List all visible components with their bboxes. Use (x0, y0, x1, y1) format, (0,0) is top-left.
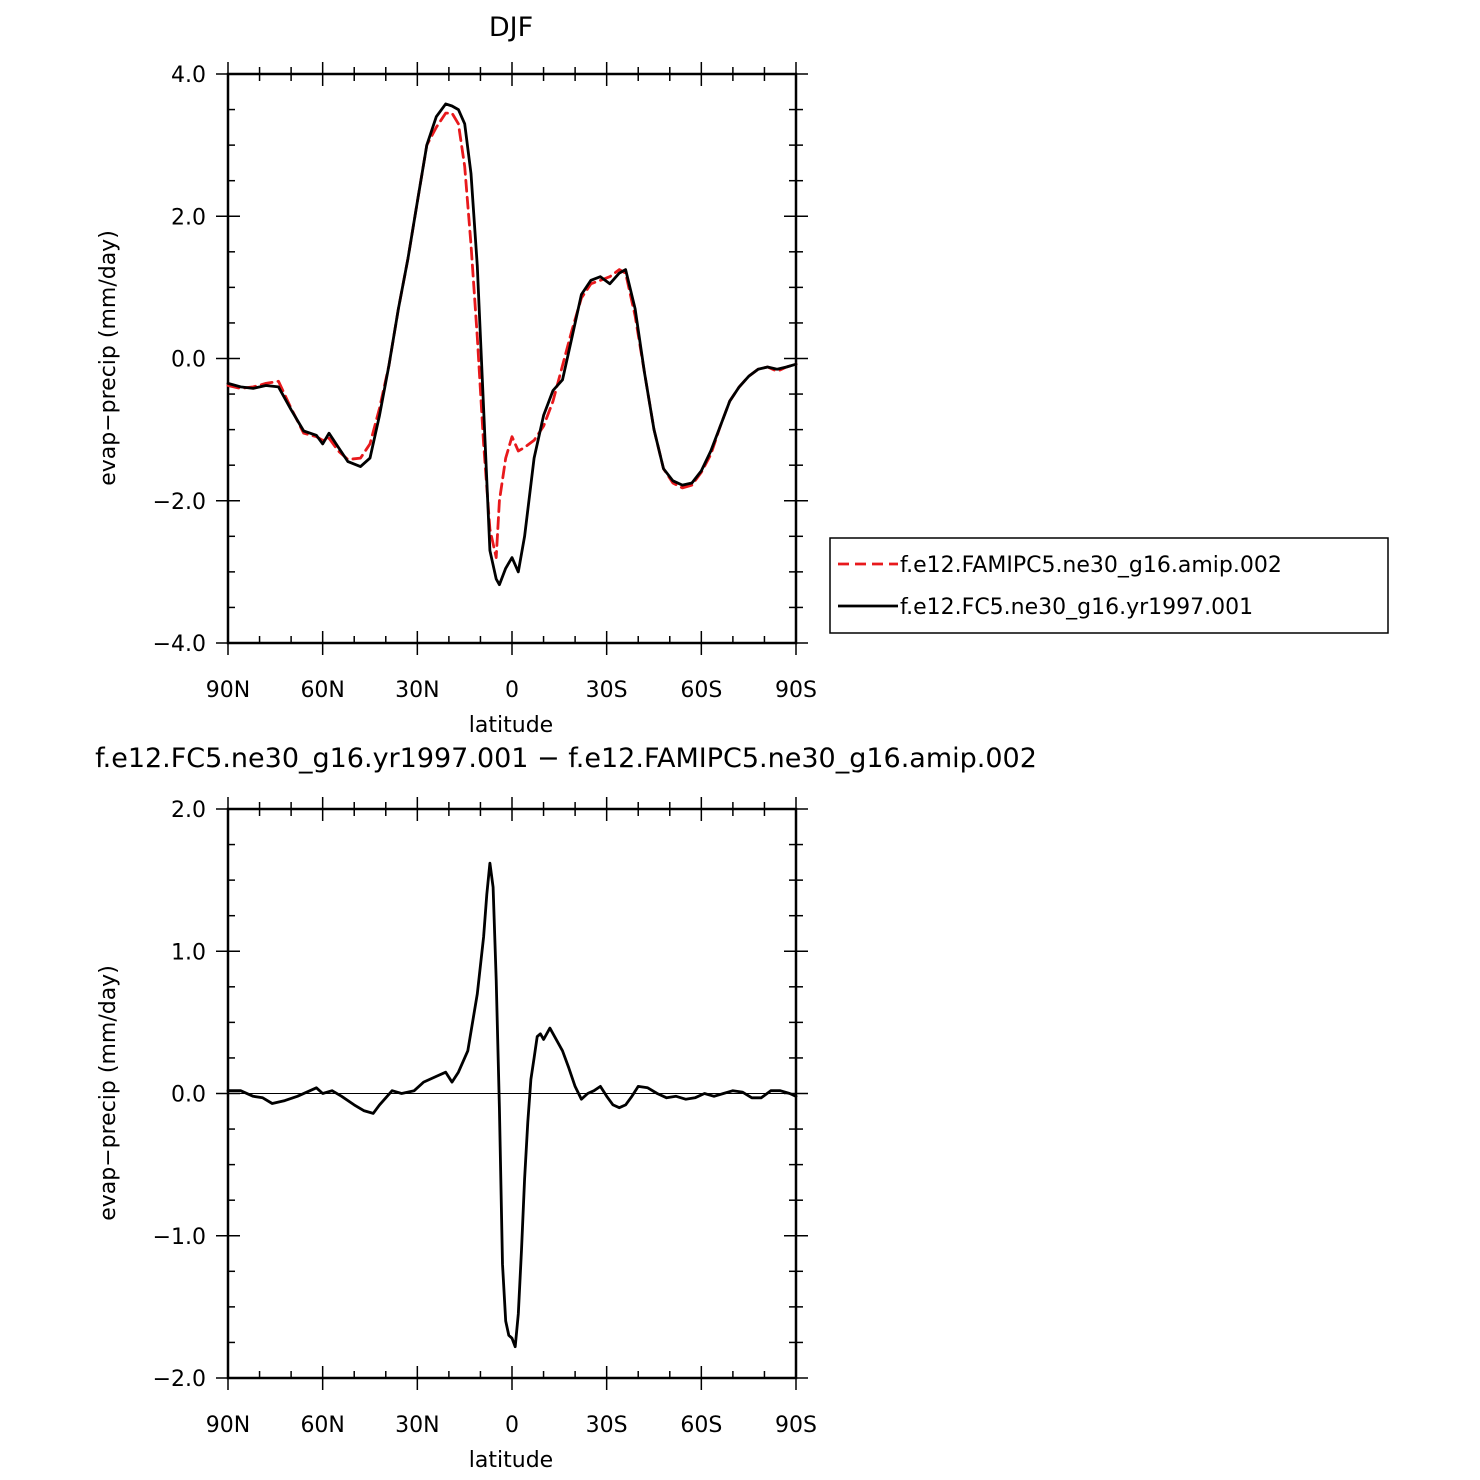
top-x-tick-label: 60S (680, 678, 722, 703)
bottom-y-axis: −2.0 −1.0 0.0 1.0 2.0 (153, 798, 808, 1392)
top-x-tick-label: 30S (586, 678, 628, 703)
bottom-x-tick-label: 30N (395, 1413, 439, 1438)
bottom-x-tick-label: 90N (206, 1413, 250, 1438)
bottom-x-tick-label: 90S (775, 1413, 817, 1438)
top-y-tick-label: 2.0 (171, 205, 206, 230)
bottom-y-tick-label: 1.0 (171, 940, 206, 965)
top-x-tick-label: 90N (206, 678, 250, 703)
top-y-tick-label: −4.0 (153, 632, 206, 657)
top-x-tick-label: 0 (505, 678, 519, 703)
bottom-x-tick-label: 30S (586, 1413, 628, 1438)
legend: f.e12.FAMIPC5.ne30_g16.amip.002 f.e12.FC… (829, 537, 1389, 634)
top-y-axis: −4.0 −2.0 0.0 2.0 4.0 (153, 63, 808, 657)
bottom-x-tick-label: 60S (680, 1413, 722, 1438)
top-y-axis-label: evap−precip (mm/day) (96, 230, 121, 486)
bottom-y-axis-label: evap−precip (mm/day) (96, 965, 121, 1221)
bottom-panel: f.e12.FC5.ne30_g16.yr1997.001 − f.e12.FA… (95, 743, 1037, 1473)
bottom-x-tick-label: 60N (300, 1413, 344, 1438)
bottom-x-axis: 90N 60N 30N 0 30S 60S 90S (206, 797, 817, 1438)
legend-box (829, 537, 1389, 634)
top-series-line-2 (226, 102, 798, 587)
top-x-tick-label: 90S (775, 678, 817, 703)
bottom-chart-title: f.e12.FC5.ne30_g16.yr1997.001 − f.e12.FA… (95, 743, 1037, 774)
top-series-line-1 (226, 111, 798, 559)
bottom-y-tick-label: 2.0 (171, 798, 206, 823)
top-chart-title: DJF (489, 12, 533, 43)
legend-label-series-2: f.e12.FC5.ne30_g16.yr1997.001 (900, 595, 1253, 620)
bottom-y-tick-label: −2.0 (153, 1367, 206, 1392)
top-x-tick-label: 60N (300, 678, 344, 703)
top-x-axis-label: latitude (469, 713, 553, 738)
legend-label-series-1: f.e12.FAMIPC5.ne30_g16.amip.002 (900, 553, 1282, 578)
bottom-y-tick-label: −1.0 (153, 1225, 206, 1250)
top-series-group (226, 102, 798, 587)
top-x-tick-label: 30N (395, 678, 439, 703)
bottom-x-axis-label: latitude (469, 1448, 553, 1473)
bottom-series-group (226, 861, 798, 1349)
top-y-tick-label: −2.0 (153, 490, 206, 515)
top-panel: DJF 90N 60N 30N 0 30S 60S 90S −4.0 −2.0 0.0 2.0 4.… (96, 12, 1389, 738)
top-y-tick-label: 0.0 (171, 348, 206, 373)
bottom-x-tick-label: 0 (505, 1413, 519, 1438)
bottom-series-line-1 (226, 861, 798, 1349)
top-x-axis: 90N 60N 30N 0 30S 60S 90S (206, 62, 817, 703)
bottom-y-tick-label: 0.0 (171, 1083, 206, 1108)
top-y-tick-label: 4.0 (171, 63, 206, 88)
